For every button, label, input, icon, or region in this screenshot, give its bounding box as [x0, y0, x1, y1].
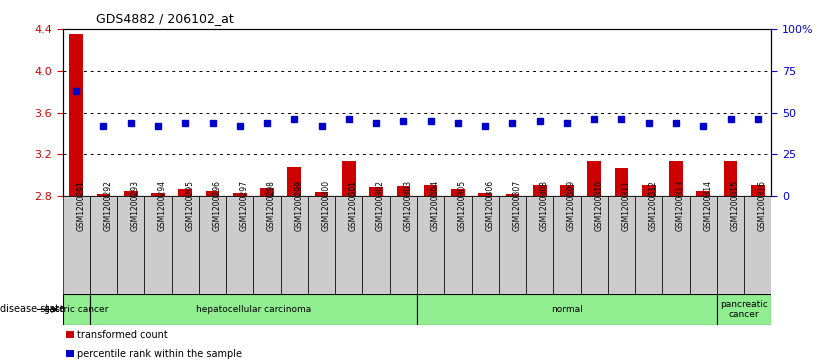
Bar — [172, 196, 198, 294]
Bar — [615, 168, 628, 196]
Bar — [342, 160, 355, 196]
Text: GSM1200312: GSM1200312 — [649, 180, 658, 231]
Text: gastric cancer: gastric cancer — [44, 305, 108, 314]
Bar — [744, 196, 771, 294]
Text: GSM1200297: GSM1200297 — [240, 180, 249, 231]
Bar — [717, 294, 771, 325]
Bar — [580, 196, 608, 294]
Bar — [669, 160, 683, 196]
Bar — [260, 188, 274, 196]
Bar — [198, 196, 226, 294]
Text: GSM1200316: GSM1200316 — [758, 180, 766, 231]
Text: GSM1200298: GSM1200298 — [267, 180, 276, 231]
Bar — [90, 294, 417, 325]
Text: GSM1200291: GSM1200291 — [76, 180, 85, 231]
Bar — [178, 189, 192, 196]
Bar — [553, 196, 580, 294]
Bar — [66, 331, 74, 338]
Text: GSM1200310: GSM1200310 — [594, 180, 603, 231]
Text: percentile rank within the sample: percentile rank within the sample — [78, 348, 243, 359]
Text: GSM1200299: GSM1200299 — [294, 180, 304, 231]
Bar — [233, 193, 247, 196]
Text: GSM1200296: GSM1200296 — [213, 180, 222, 231]
Text: GSM1200314: GSM1200314 — [703, 180, 712, 231]
Bar — [696, 191, 710, 196]
Bar — [97, 194, 110, 196]
Bar — [90, 196, 117, 294]
Bar — [308, 196, 335, 294]
Text: GSM1200305: GSM1200305 — [458, 180, 467, 231]
Bar — [451, 189, 465, 196]
Bar — [288, 167, 301, 196]
Bar — [363, 196, 389, 294]
Bar — [505, 194, 520, 196]
Bar — [281, 196, 308, 294]
Bar — [369, 187, 383, 196]
Bar — [533, 184, 546, 196]
Text: GSM1200301: GSM1200301 — [349, 180, 358, 231]
Bar — [417, 196, 445, 294]
Bar — [479, 193, 492, 196]
Bar — [63, 294, 90, 325]
Text: GSM1200294: GSM1200294 — [158, 180, 167, 231]
Bar — [226, 196, 254, 294]
Bar — [151, 193, 165, 196]
Bar — [471, 196, 499, 294]
Bar — [389, 196, 417, 294]
Bar — [642, 184, 656, 196]
Text: normal: normal — [551, 305, 583, 314]
Text: GSM1200292: GSM1200292 — [103, 180, 113, 231]
Text: GSM1200311: GSM1200311 — [621, 180, 631, 231]
Bar — [396, 185, 410, 196]
Text: GSM1200302: GSM1200302 — [376, 180, 385, 231]
Bar — [636, 196, 662, 294]
Bar — [335, 196, 363, 294]
Bar — [63, 196, 90, 294]
Bar — [254, 196, 281, 294]
Text: GDS4882 / 206102_at: GDS4882 / 206102_at — [96, 12, 234, 25]
Text: pancreatic
cancer: pancreatic cancer — [721, 300, 768, 319]
Bar — [526, 196, 553, 294]
Bar — [587, 160, 601, 196]
Text: GSM1200307: GSM1200307 — [512, 180, 521, 231]
Bar — [560, 184, 574, 196]
Text: GSM1200300: GSM1200300 — [322, 180, 330, 231]
Text: GSM1200304: GSM1200304 — [430, 180, 440, 231]
Text: GSM1200295: GSM1200295 — [185, 180, 194, 231]
Bar — [608, 196, 636, 294]
Bar — [417, 294, 717, 325]
Text: GSM1200306: GSM1200306 — [485, 180, 495, 231]
Text: hepatocellular carcinoma: hepatocellular carcinoma — [196, 305, 311, 314]
Bar — [69, 34, 83, 196]
Bar — [751, 184, 765, 196]
Text: disease state: disease state — [0, 305, 65, 314]
Text: GSM1200293: GSM1200293 — [131, 180, 140, 231]
Text: transformed count: transformed count — [78, 330, 168, 340]
Bar — [144, 196, 172, 294]
Text: GSM1200315: GSM1200315 — [731, 180, 740, 231]
Text: GSM1200308: GSM1200308 — [540, 180, 549, 231]
Bar — [717, 196, 744, 294]
Bar — [445, 196, 471, 294]
Bar — [117, 196, 144, 294]
Text: GSM1200313: GSM1200313 — [676, 180, 685, 231]
Bar — [314, 192, 329, 196]
Bar — [124, 191, 138, 196]
Bar — [499, 196, 526, 294]
Bar — [206, 191, 219, 196]
Bar — [690, 196, 717, 294]
Text: GSM1200309: GSM1200309 — [567, 180, 576, 231]
Bar — [662, 196, 690, 294]
Bar — [724, 160, 737, 196]
Bar — [66, 350, 74, 357]
Bar — [424, 184, 438, 196]
Text: GSM1200303: GSM1200303 — [404, 180, 412, 231]
